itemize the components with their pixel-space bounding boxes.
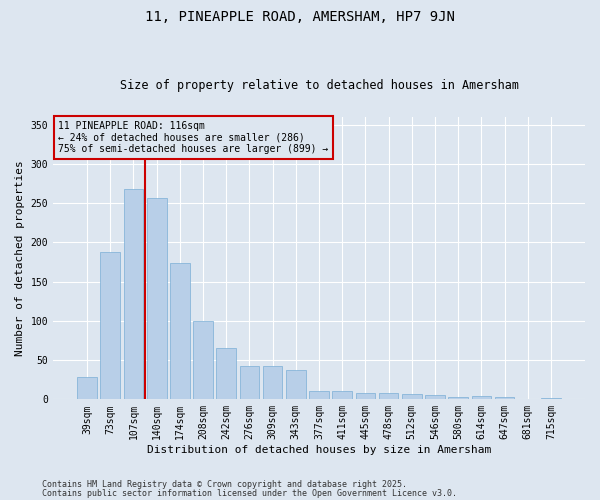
Bar — [402, 394, 422, 400]
Bar — [239, 366, 259, 400]
Bar — [77, 376, 97, 400]
Bar — [495, 397, 514, 400]
Bar — [263, 366, 283, 400]
Y-axis label: Number of detached properties: Number of detached properties — [15, 160, 25, 356]
Bar — [379, 393, 398, 400]
Bar — [124, 189, 143, 400]
Bar — [332, 392, 352, 400]
Bar — [286, 370, 305, 400]
Bar — [472, 396, 491, 400]
Bar — [425, 396, 445, 400]
Bar — [309, 390, 329, 400]
Bar — [448, 397, 468, 400]
Bar — [147, 198, 167, 400]
Bar — [356, 393, 375, 400]
Bar — [170, 263, 190, 400]
Bar — [541, 398, 561, 400]
Text: Contains HM Land Registry data © Crown copyright and database right 2025.: Contains HM Land Registry data © Crown c… — [42, 480, 407, 489]
Text: Contains public sector information licensed under the Open Government Licence v3: Contains public sector information licen… — [42, 489, 457, 498]
Title: Size of property relative to detached houses in Amersham: Size of property relative to detached ho… — [119, 79, 518, 92]
Bar — [193, 321, 213, 400]
Bar — [100, 252, 120, 400]
Bar — [518, 398, 538, 400]
Bar — [217, 348, 236, 400]
Text: 11, PINEAPPLE ROAD, AMERSHAM, HP7 9JN: 11, PINEAPPLE ROAD, AMERSHAM, HP7 9JN — [145, 10, 455, 24]
X-axis label: Distribution of detached houses by size in Amersham: Distribution of detached houses by size … — [147, 445, 491, 455]
Text: 11 PINEAPPLE ROAD: 116sqm
← 24% of detached houses are smaller (286)
75% of semi: 11 PINEAPPLE ROAD: 116sqm ← 24% of detac… — [58, 121, 329, 154]
